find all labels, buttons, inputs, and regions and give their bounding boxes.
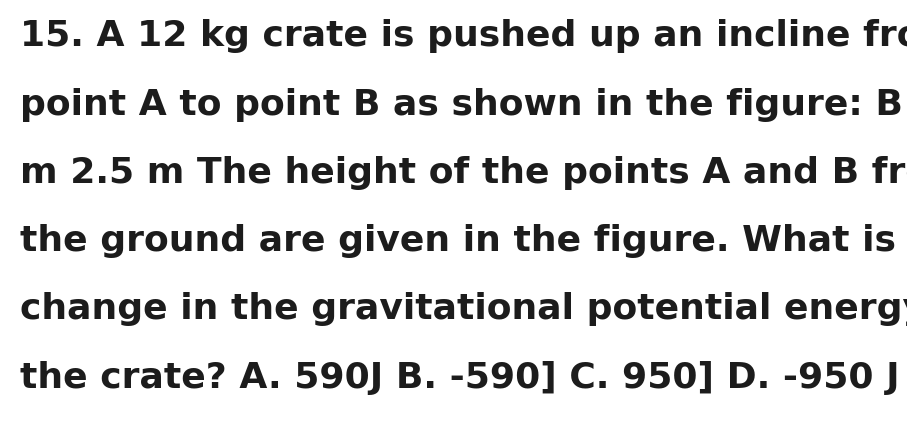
Text: m 2.5 m The height of the points A and B from: m 2.5 m The height of the points A and B…	[20, 156, 907, 190]
Text: 15. A 12 kg crate is pushed up an incline from: 15. A 12 kg crate is pushed up an inclin…	[20, 19, 907, 54]
Text: the crate? A. 590J B. -590] C. 950] D. -950 J: the crate? A. 590J B. -590] C. 950] D. -…	[20, 361, 900, 395]
Text: the ground are given in the figure. What is the: the ground are given in the figure. What…	[20, 224, 907, 258]
Text: change in the gravitational potential energy of: change in the gravitational potential en…	[20, 292, 907, 327]
Text: point A to point B as shown in the figure: B 7.5: point A to point B as shown in the figur…	[20, 88, 907, 122]
